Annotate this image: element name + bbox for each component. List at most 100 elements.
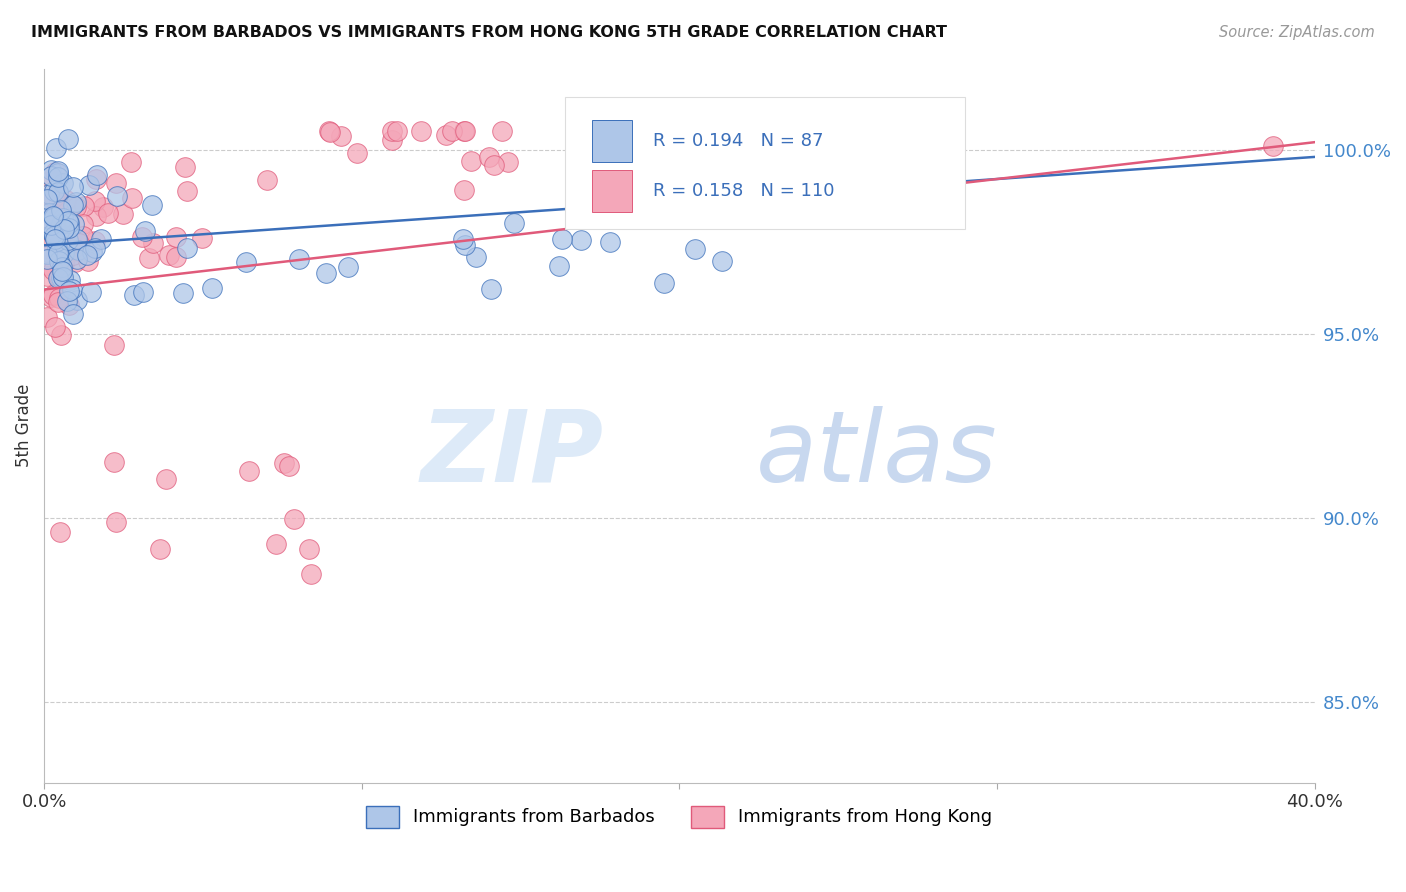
Point <box>51 328 73 343</box>
Point <box>381 133 404 147</box>
Point <box>283 512 305 526</box>
Point <box>441 124 464 138</box>
Point <box>319 125 342 139</box>
Point <box>381 124 404 138</box>
Point <box>42 190 65 204</box>
Point <box>46 234 69 248</box>
Point <box>278 459 301 474</box>
Point <box>120 155 142 169</box>
Point <box>496 154 519 169</box>
Point <box>62 307 84 321</box>
Point <box>51 217 73 231</box>
Point <box>37 269 59 284</box>
Point <box>46 170 69 185</box>
Point <box>90 231 112 245</box>
Point <box>45 240 67 254</box>
Point <box>105 515 128 529</box>
Point <box>37 247 59 261</box>
Point <box>48 294 70 309</box>
Point <box>48 291 70 305</box>
Point <box>62 180 84 194</box>
Point <box>39 163 62 178</box>
Point <box>82 244 104 259</box>
Point <box>434 128 457 142</box>
Point <box>48 185 70 199</box>
Point <box>62 247 84 261</box>
Point <box>131 230 153 244</box>
Point <box>52 255 75 269</box>
Point <box>37 211 59 226</box>
Point <box>551 231 574 245</box>
Point <box>39 169 62 183</box>
Point <box>652 277 675 291</box>
Point <box>453 232 475 246</box>
Point <box>44 165 66 179</box>
Point <box>42 209 65 223</box>
Point <box>84 172 107 186</box>
FancyBboxPatch shape <box>592 120 633 161</box>
Point <box>73 199 96 213</box>
Point <box>49 524 72 539</box>
Point <box>76 254 98 268</box>
Point <box>385 124 408 138</box>
Text: R = 0.194   N = 87: R = 0.194 N = 87 <box>652 132 823 150</box>
Point <box>58 221 80 235</box>
Point <box>155 472 177 486</box>
Point <box>42 288 65 302</box>
Point <box>37 241 59 255</box>
Point <box>37 223 59 237</box>
Point <box>37 258 59 272</box>
Point <box>299 566 322 581</box>
Point <box>51 260 73 274</box>
Point <box>138 251 160 265</box>
Point <box>256 173 278 187</box>
Point <box>315 266 337 280</box>
Point <box>44 141 66 155</box>
Point <box>41 227 63 241</box>
Point <box>121 191 143 205</box>
Point <box>37 214 59 228</box>
Point <box>48 194 70 208</box>
Point <box>52 211 75 226</box>
Point <box>266 537 288 551</box>
Point <box>41 214 63 228</box>
Point <box>37 197 59 211</box>
Point <box>58 132 80 146</box>
Text: atlas: atlas <box>755 406 997 503</box>
Point <box>77 178 100 193</box>
Point <box>49 202 72 217</box>
Point <box>66 232 89 246</box>
Point <box>53 246 76 260</box>
Point <box>103 337 125 351</box>
Point <box>134 224 156 238</box>
Point <box>1263 139 1285 153</box>
Point <box>44 219 66 234</box>
Point <box>571 233 593 247</box>
Point <box>37 192 59 206</box>
Point <box>157 248 180 262</box>
Point <box>238 465 260 479</box>
Point <box>287 252 309 266</box>
Point <box>41 263 63 277</box>
FancyBboxPatch shape <box>565 97 966 229</box>
Point <box>52 270 75 285</box>
Point <box>38 206 60 220</box>
Point <box>336 260 359 274</box>
Point <box>683 242 706 256</box>
Point <box>93 200 115 214</box>
Point <box>103 455 125 469</box>
Point <box>44 319 66 334</box>
Point <box>298 541 321 556</box>
Point <box>84 234 107 248</box>
Point <box>48 269 70 284</box>
Point <box>80 285 103 299</box>
Point <box>172 286 194 301</box>
Point <box>482 158 505 172</box>
Point <box>599 235 621 249</box>
Point <box>548 259 571 273</box>
Point <box>42 229 65 244</box>
Point <box>86 209 108 223</box>
Point <box>49 271 72 285</box>
Point <box>52 233 75 247</box>
Point <box>46 271 69 285</box>
